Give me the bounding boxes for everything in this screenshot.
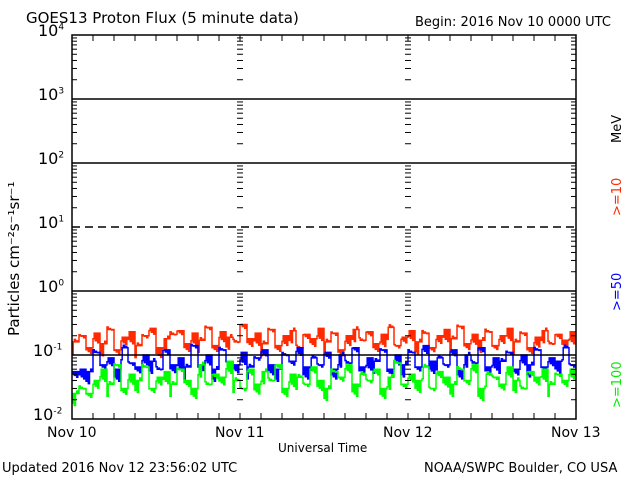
x-tick-label: Nov 13 [551, 425, 601, 441]
legend-series-50: >=50 [610, 272, 625, 311]
y-tick-label: 10-2 [33, 405, 63, 424]
y-tick-label: 10-1 [33, 341, 63, 360]
updated-timestamp: Updated 2016 Nov 12 23:56:02 UTC [2, 461, 238, 476]
source-credit: NOAA/SWPC Boulder, CO USA [424, 461, 618, 476]
series-line-ge10 [72, 323, 576, 359]
y-tick-label: 104 [38, 21, 65, 40]
x-axis-label: Universal Time [278, 441, 368, 455]
y-tick-label: 102 [38, 149, 65, 168]
chart-title: GOES13 Proton Flux (5 minute data) [26, 9, 299, 27]
x-tick-label: Nov 10 [47, 425, 97, 441]
series-line-ge100 [72, 359, 576, 407]
x-tick-label: Nov 12 [383, 425, 433, 441]
x-tick-label: Nov 11 [215, 425, 265, 441]
y-tick-label: 101 [38, 213, 65, 232]
y-tick-label: 100 [38, 277, 65, 296]
legend-series-10: >=10 [610, 177, 625, 216]
y-tick-label: 103 [38, 85, 65, 104]
legend-unit: MeV [610, 114, 625, 143]
begin-label: Begin: 2016 Nov 10 0000 UTC [415, 15, 611, 30]
y-axis-label: Particles cm⁻²s⁻¹sr⁻¹ [5, 181, 23, 336]
legend-series-100: >=100 [610, 361, 625, 408]
series-line-ge50 [72, 343, 576, 385]
